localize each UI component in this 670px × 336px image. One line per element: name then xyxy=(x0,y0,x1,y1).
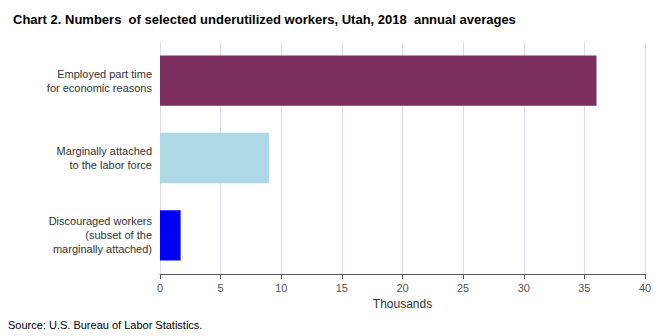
svg-text:15: 15 xyxy=(336,282,348,294)
svg-text:Chart 2. Numbers of selected: Chart 2. Numbers of selected underutiliz… xyxy=(13,12,516,27)
svg-text:to the labor force: to the labor force xyxy=(69,159,152,171)
svg-text:35: 35 xyxy=(578,282,590,294)
svg-text:10: 10 xyxy=(275,282,287,294)
svg-text:25: 25 xyxy=(457,282,469,294)
svg-text:0: 0 xyxy=(157,282,163,294)
svg-text:marginally attached): marginally attached) xyxy=(53,243,152,255)
svg-text:Thousands: Thousands xyxy=(373,297,432,311)
svg-text:(subset of the: (subset of the xyxy=(85,229,152,241)
svg-text:20: 20 xyxy=(396,282,408,294)
svg-text:Marginally attached: Marginally attached xyxy=(57,145,152,157)
svg-text:40: 40 xyxy=(639,282,651,294)
svg-text:5: 5 xyxy=(218,282,224,294)
svg-text:Source: U.S. Bureau of Labor S: Source: U.S. Bureau of Labor Statistics. xyxy=(8,319,202,331)
svg-text:Discouraged workers: Discouraged workers xyxy=(49,215,153,227)
svg-text:for economic reasons: for economic reasons xyxy=(47,82,153,94)
svg-text:Employed part time: Employed part time xyxy=(57,68,152,80)
svg-text:30: 30 xyxy=(518,282,530,294)
